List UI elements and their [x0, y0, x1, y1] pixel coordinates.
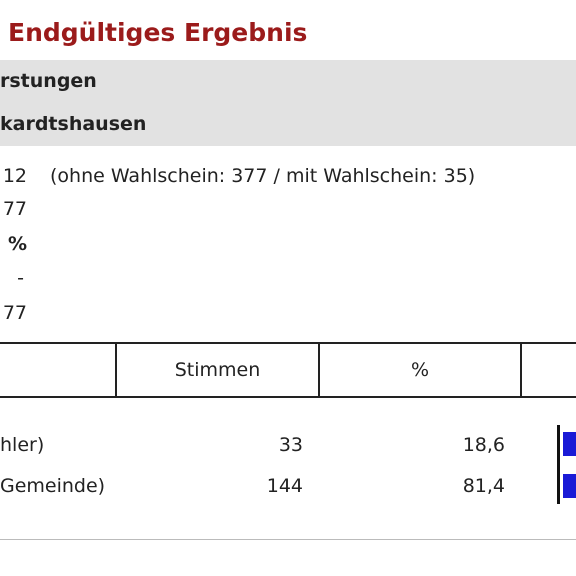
- info-row: kardtshausen: [0, 113, 147, 135]
- stat-value: 77: [2, 302, 27, 324]
- page-title: Endgültiges Ergebnis: [8, 18, 308, 47]
- percent: 81,4: [462, 475, 505, 497]
- stat-value: 12: [2, 165, 27, 187]
- column-header: Stimmen: [174, 359, 261, 381]
- stat-value: %: [7, 233, 27, 255]
- column-divider: [115, 343, 117, 397]
- table-border: [0, 396, 576, 398]
- percent: 18,6: [462, 434, 505, 456]
- stat-note: (ohne Wahlschein: 377 / mit Wahlschein: …: [50, 165, 476, 187]
- bar: [563, 474, 576, 498]
- info-row: rstungen: [0, 70, 97, 92]
- votes: 33: [278, 434, 303, 456]
- table-border: [0, 342, 576, 344]
- column-divider: [520, 343, 522, 397]
- separator: [0, 539, 576, 540]
- party-name: Gemeinde): [0, 475, 106, 497]
- party-name: hler): [0, 434, 45, 456]
- column-header: %: [410, 359, 430, 381]
- column-divider: [318, 343, 320, 397]
- votes: 144: [266, 475, 303, 497]
- info-band: [0, 60, 576, 146]
- bar: [563, 432, 576, 456]
- stat-value: -: [17, 267, 24, 289]
- stat-value: 77: [2, 198, 27, 220]
- bar-axis: [557, 425, 560, 504]
